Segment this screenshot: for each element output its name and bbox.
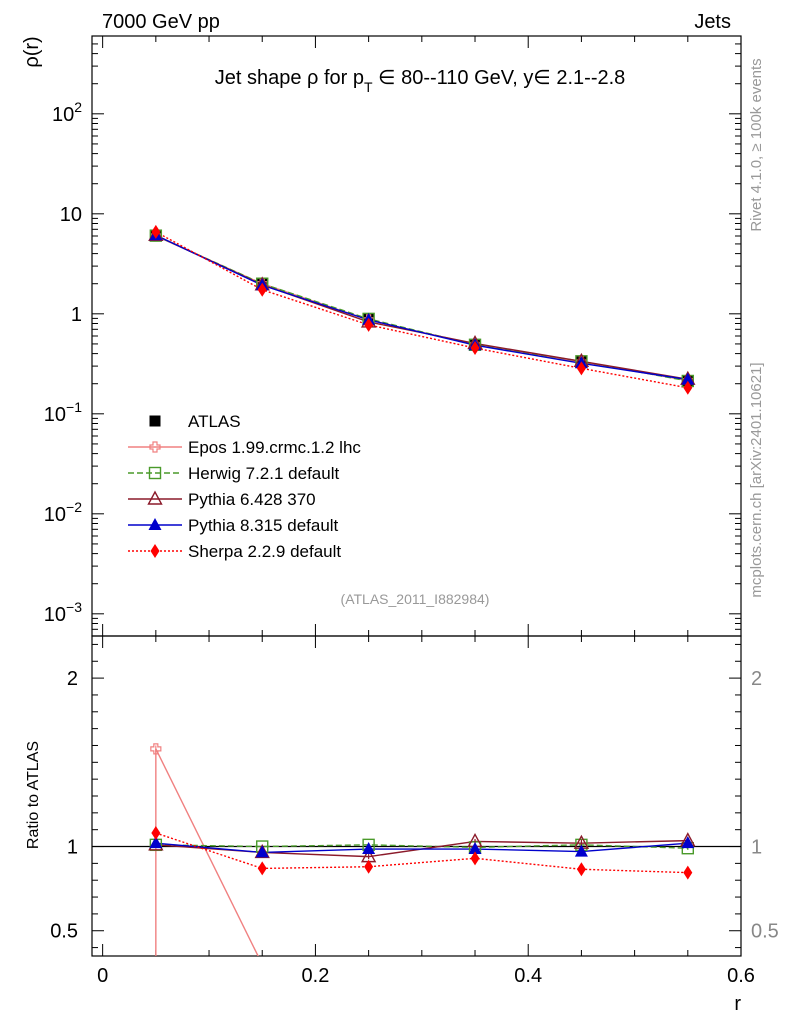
y-tick-label: 102	[52, 99, 82, 126]
ratio-point-sherpa	[257, 861, 267, 876]
ratio-y-tick-label-right: 2	[751, 668, 762, 690]
ratio-point-sherpa	[470, 851, 480, 866]
main-line-epos	[155, 235, 688, 382]
main-point-sherpa	[683, 380, 693, 395]
ratio-line-sherpa	[155, 832, 688, 874]
x-tick-label: 0.6	[727, 965, 755, 987]
ratio-point-sherpa	[576, 862, 586, 877]
main-line-pythia8	[155, 234, 688, 381]
ratio-point-pythia8	[574, 844, 588, 857]
rivet-version-label: Rivet 4.1.0, ≥ 100k events	[748, 58, 765, 231]
ratio-line-herwig	[155, 844, 688, 849]
main-line-pythia6	[155, 234, 688, 380]
legend-label-pythia8: Pythia 8.315 default	[188, 516, 339, 535]
ratio-y-tick-label-right: 0.5	[751, 921, 779, 943]
legend-label-epos: Epos 1.99.crmc.1.2 lhc	[188, 438, 361, 457]
legend-marker-epos	[149, 441, 161, 453]
ratio-point-epos	[150, 743, 162, 755]
main-point-sherpa	[470, 341, 480, 356]
y-tick-label: 10−2	[44, 499, 82, 526]
legend-marker-atlas	[149, 415, 161, 427]
ratio-y-axis-label: Ratio to ATLAS	[25, 741, 42, 849]
legend-label-herwig: Herwig 7.2.1 default	[188, 464, 339, 483]
ratio-series-group	[148, 743, 696, 956]
legend-label-atlas: ATLAS	[188, 412, 241, 431]
plot-title: Jet shape ρ for pT ∈ 80--110 GeV, y∈ 2.1…	[215, 67, 626, 95]
y-tick-label: 10−1	[44, 399, 82, 426]
x-axis-label: r	[734, 993, 741, 1015]
ratio-point-sherpa	[364, 859, 374, 874]
legend-marker-pythia6	[147, 490, 163, 505]
main-line-sherpa	[155, 231, 688, 389]
ratio-line-pythia8	[155, 842, 688, 854]
ratio-y-tick-label: 1	[67, 837, 78, 859]
legend-marker-pythia8	[148, 518, 162, 530]
header-energy-label: 7000 GeV pp	[102, 11, 220, 33]
legend: ATLAS Epos 1.99.crmc.1.2 lhc Herwig 7.2.1 …	[128, 412, 361, 561]
ratio-point-pythia8	[468, 842, 482, 855]
y-tick-label: 10	[60, 204, 82, 226]
ratio-point-pythia8	[362, 842, 376, 855]
ratio-plot-frame	[91, 635, 742, 957]
main-point-sherpa	[576, 361, 586, 376]
ratio-point-pythia8	[149, 836, 163, 849]
ratio-plot-panel: 0 0.2 0.4 0.6 0.5 0.5 1 1 2 2 Ratio to ATLAS r	[25, 635, 779, 1015]
ratio-point-sherpa	[151, 826, 161, 841]
header-process-label: Jets	[694, 11, 731, 33]
ratio-point-sherpa	[683, 865, 693, 880]
main-point-sherpa	[257, 282, 267, 297]
ratio-y-tick-label: 2	[67, 668, 78, 690]
main-point-pythia8	[681, 372, 695, 385]
x-tick-label: 0	[97, 965, 108, 987]
y-axis-label: ρ(r)	[21, 36, 43, 67]
y-tick-label: 10−3	[44, 599, 82, 626]
ratio-line-epos	[155, 748, 259, 956]
legend-marker-herwig	[148, 466, 162, 480]
ratio-point-pythia8	[681, 836, 695, 849]
main-plot-panel: 10−3 10−2 10−1 1 10 102 ρ(r) Jet shape ρ for pT…	[21, 35, 742, 956]
x-tick-label: 0.4	[514, 965, 542, 987]
analysis-watermark: (ATLAS_2011_I882984)	[341, 591, 490, 607]
ratio-y-tick-label-right: 1	[751, 837, 762, 859]
ratio-point-pythia8	[255, 845, 269, 858]
main-point-sherpa	[364, 317, 374, 332]
mcplots-credit-label: mcplots.cern.ch [arXiv:2401.10621]	[748, 362, 765, 597]
main-line-herwig	[155, 235, 688, 382]
x-tick-label: 0.2	[302, 965, 330, 987]
legend-marker-sherpa	[150, 544, 160, 558]
ratio-y-tick-label: 0.5	[50, 921, 78, 943]
legend-label-sherpa: Sherpa 2.2.9 default	[188, 542, 341, 561]
main-point-sherpa	[151, 224, 161, 239]
y-tick-label: 1	[71, 304, 82, 326]
legend-label-pythia6: Pythia 6.428 370	[188, 490, 316, 509]
